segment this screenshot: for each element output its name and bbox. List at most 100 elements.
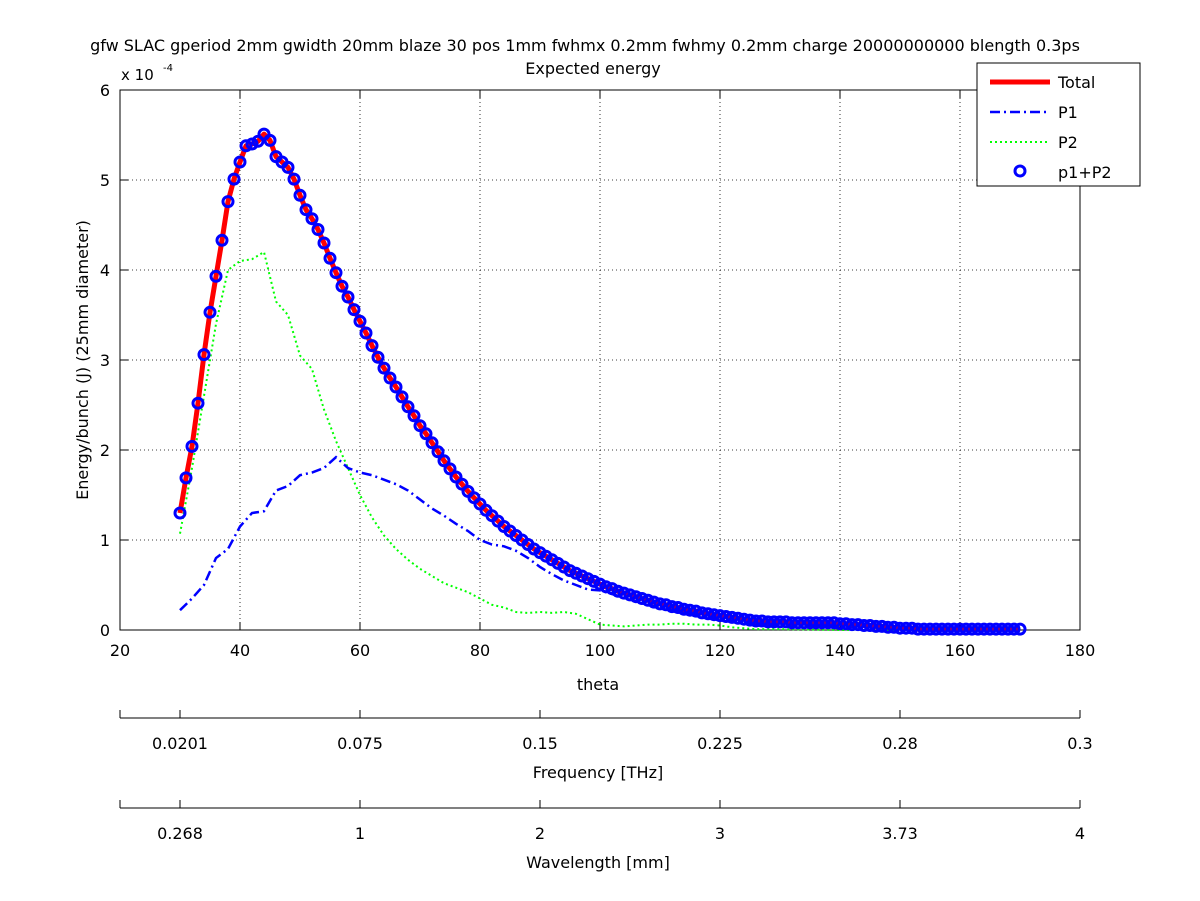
series-p1p2-point <box>293 188 307 202</box>
y-tick-label: 3 <box>100 351 110 370</box>
series-p1p2-point <box>173 506 187 520</box>
y-tick-label: 4 <box>100 261 110 280</box>
series-p1p2-point <box>203 305 217 319</box>
series-p1p2-point <box>599 580 613 594</box>
legend-label-p1p2: p1+P2 <box>1058 163 1112 182</box>
series-p1p2-point <box>665 600 679 614</box>
x-tick-label: 60 <box>350 641 370 660</box>
series-p1p2-point <box>335 279 349 293</box>
series-p1p2-point <box>941 622 955 636</box>
series-p1p2-point <box>809 616 823 630</box>
series-p1p2-point <box>905 621 919 635</box>
secondary-axis-tick-label: 1 <box>355 824 365 843</box>
frequency-axis-label: Frequency [THz] <box>533 763 663 782</box>
series-p1p2-point <box>701 607 715 621</box>
series-p1p2-point <box>689 604 703 618</box>
series-p1p2-point <box>671 601 685 614</box>
x-tick-label: 140 <box>825 641 856 660</box>
y-tick-label: 1 <box>100 531 110 550</box>
x-tick-label: 160 <box>945 641 976 660</box>
series-p1-line <box>179 455 1020 631</box>
y-tick-label: 0 <box>100 621 110 640</box>
series-p1p2-point <box>779 615 793 629</box>
series-p1p2-point <box>185 439 199 453</box>
series-p1p2-point <box>971 622 985 636</box>
series-p1p2-point <box>395 390 409 404</box>
series-p1p2-point <box>977 622 991 636</box>
series-p1p2-point <box>827 616 841 630</box>
series-p1p2-point <box>425 436 439 450</box>
y-exponent-power: -4 <box>163 63 173 74</box>
series-p1p2-point <box>953 622 967 636</box>
series-p1p2-point <box>347 303 361 317</box>
series-p1p2-point <box>263 133 277 147</box>
chart-subtitle: Expected energy <box>525 59 660 78</box>
series-p1p2-point <box>917 622 931 636</box>
series-p1p2-point <box>815 616 829 630</box>
series-p1p2-point <box>641 593 655 607</box>
series-p1p2-point <box>683 603 697 617</box>
series-p1p2-point <box>407 409 421 423</box>
secondary-axis-tick-label: 0.3 <box>1067 734 1092 753</box>
chart-legend: Total P1 P2 p1+P2 <box>976 62 1141 187</box>
series-p1p2-point <box>341 290 355 304</box>
series-p1p2-point <box>749 614 763 628</box>
series-p1p2-point <box>323 251 337 265</box>
wavelength-axis-label: Wavelength [mm] <box>526 853 670 872</box>
series-p1p2-point <box>989 622 1003 636</box>
series-p1p2-point <box>659 598 673 612</box>
series-p1p2-point <box>863 619 877 632</box>
series-p1p2-point <box>611 584 625 598</box>
secondary-axis-tick-label: 3.73 <box>882 824 918 843</box>
series-p1p2-point <box>695 606 709 620</box>
series-p1p2-point <box>1007 622 1021 636</box>
series-p1p2-point <box>227 172 241 186</box>
series-p1p2-point <box>923 622 937 636</box>
secondary-axis-tick-label: 3 <box>715 824 725 843</box>
secondary-axis-tick-label: 0.28 <box>882 734 918 753</box>
series-p1p2-point <box>629 590 643 604</box>
series-p1p2-point <box>389 380 403 394</box>
y-tick-label: 6 <box>100 81 110 100</box>
series-p1p2-point <box>965 622 979 636</box>
secondary-axis-tick-label: 2 <box>535 824 545 843</box>
series-p1p2-point <box>365 339 379 353</box>
series-p1p2-point <box>299 203 313 217</box>
series-p1p2-point <box>191 396 205 410</box>
series-p1p2-point <box>287 172 301 186</box>
series-p1p2-point <box>887 620 901 634</box>
series-p1p2-point <box>239 139 253 153</box>
series-p1p2-point <box>713 609 727 623</box>
series-p1p2-point <box>215 233 229 247</box>
series-p1p2-point <box>851 618 865 632</box>
series-p1p2-point <box>725 610 739 624</box>
series-p1p2-point <box>731 611 745 625</box>
series-p1p2-point <box>635 592 649 605</box>
x-axis-label: theta <box>577 675 619 694</box>
series-p1p2-point <box>353 314 367 328</box>
series-p1p2-point <box>911 622 925 636</box>
secondary-axis-tick-label: 4 <box>1075 824 1085 843</box>
series-p1p2-point <box>377 361 391 375</box>
series-p1p2-point <box>833 617 847 631</box>
series-p1p2-point <box>305 212 319 226</box>
x-tick-label: 100 <box>585 641 616 660</box>
series-p1p2-point <box>233 155 247 169</box>
series-p1p2-point <box>317 236 331 250</box>
series-p2-line <box>179 250 1020 631</box>
series-p1p2-point <box>935 622 949 636</box>
secondary-axis-tick-label: 0.0201 <box>152 734 208 753</box>
series-p1p2-point <box>707 608 721 622</box>
series-p1p2-point <box>1001 622 1015 636</box>
series-p1p2-point <box>419 427 433 441</box>
series-p1p2-point <box>947 622 961 636</box>
series-p1p2-point <box>401 400 415 414</box>
legend-swatch-p1p2 <box>1013 164 1027 178</box>
series-p1p2-point <box>1013 622 1027 636</box>
series-p1p2-point <box>437 454 451 468</box>
secondary-axis-tick-label: 0.15 <box>522 734 558 753</box>
secondary-axis-tick-label: 0.075 <box>337 734 383 753</box>
series-p1p2-point <box>443 462 457 476</box>
y-axis-label: Energy/bunch (J) (25mm diameter) <box>73 220 92 500</box>
